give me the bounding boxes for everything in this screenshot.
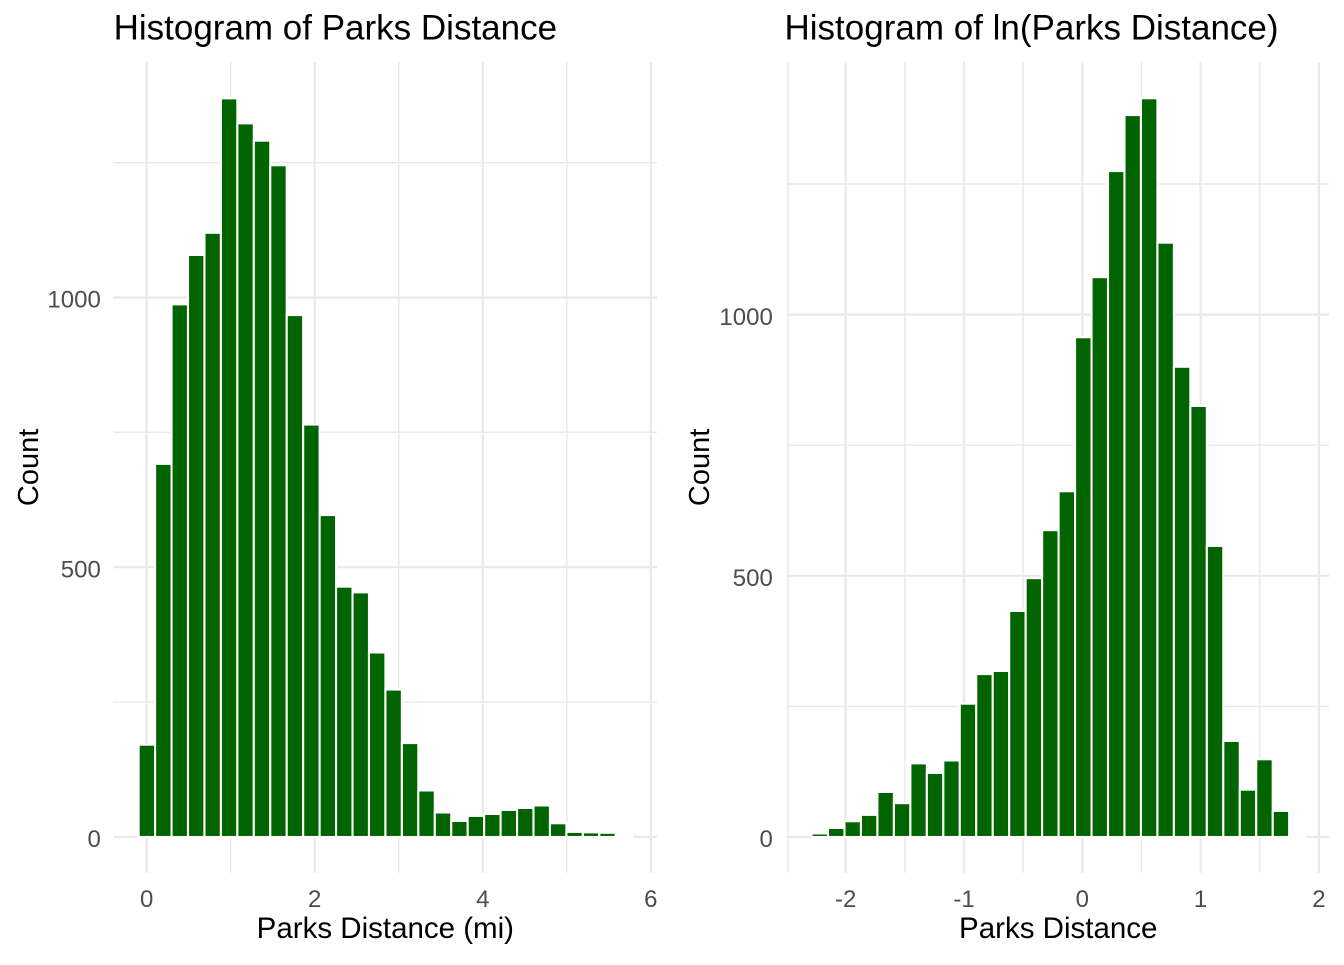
svg-text:-2: -2 <box>835 886 856 913</box>
svg-text:1000: 1000 <box>719 304 772 331</box>
svg-text:1: 1 <box>1194 886 1207 913</box>
svg-text:2: 2 <box>308 886 321 913</box>
svg-text:500: 500 <box>733 565 773 592</box>
svg-text:500: 500 <box>61 556 101 583</box>
svg-text:0: 0 <box>87 826 100 853</box>
svg-text:6: 6 <box>644 886 657 913</box>
svg-text:Histogram of ln(Parks Distance: Histogram of ln(Parks Distance) <box>785 9 1279 48</box>
svg-text:0: 0 <box>140 886 153 913</box>
svg-text:-1: -1 <box>953 886 974 913</box>
svg-text:Count: Count <box>13 429 45 506</box>
svg-text:Count: Count <box>684 429 716 506</box>
svg-text:0: 0 <box>1076 886 1089 913</box>
svg-text:1000: 1000 <box>47 287 100 314</box>
svg-text:0: 0 <box>759 826 772 853</box>
svg-text:Parks Distance (mi): Parks Distance (mi) <box>257 912 514 945</box>
svg-text:Parks Distance: Parks Distance <box>959 912 1157 945</box>
svg-text:Histogram of Parks Distance: Histogram of Parks Distance <box>114 9 557 48</box>
svg-text:2: 2 <box>1312 886 1325 913</box>
svg-text:4: 4 <box>476 886 489 913</box>
